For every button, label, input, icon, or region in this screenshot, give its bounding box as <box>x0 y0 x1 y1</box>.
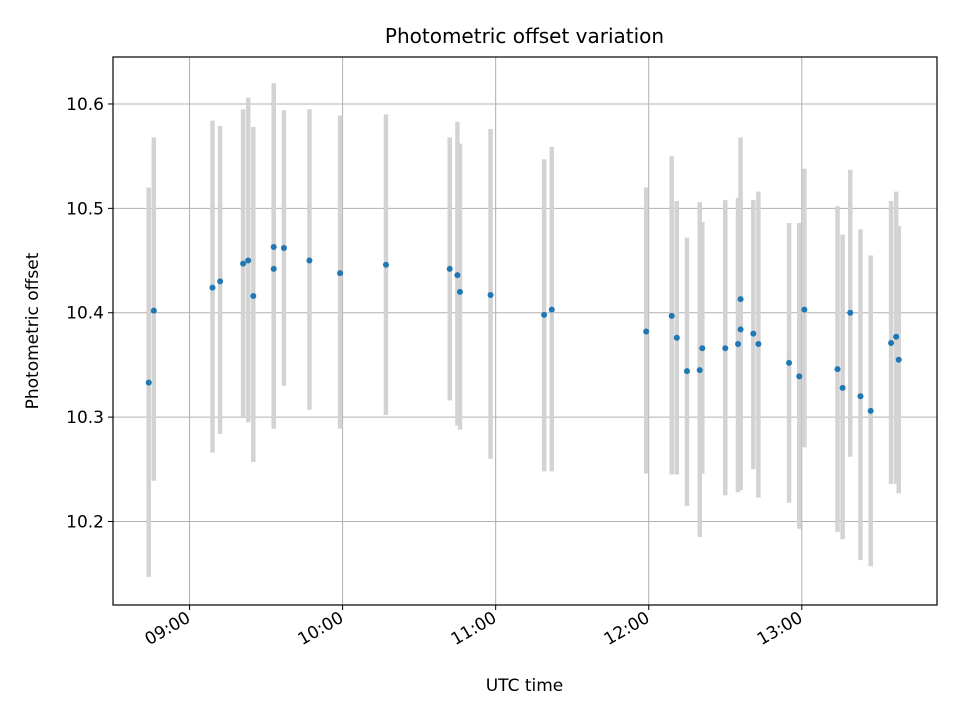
y-tick-label: 10.5 <box>66 199 104 219</box>
y-tick-label: 10.3 <box>66 408 104 428</box>
data-point <box>867 407 874 414</box>
data-point <box>209 284 216 291</box>
data-point <box>735 341 742 348</box>
plot-area-frame <box>112 56 938 606</box>
data-point <box>382 261 389 268</box>
data-point <box>250 293 257 300</box>
data-point <box>456 288 463 295</box>
data-point <box>668 312 675 319</box>
data-point <box>786 359 793 366</box>
data-point <box>643 328 650 335</box>
data-point <box>150 307 157 314</box>
data-point <box>683 368 690 375</box>
data-point <box>245 257 252 264</box>
data-point <box>722 345 729 352</box>
data-point <box>857 393 864 400</box>
data-point <box>839 384 846 391</box>
data-point <box>270 243 277 250</box>
data-point <box>737 326 744 333</box>
data-point <box>541 311 548 318</box>
data-point <box>699 345 706 352</box>
data-point <box>548 306 555 313</box>
data-point <box>673 334 680 341</box>
data-point <box>750 330 757 337</box>
data-point <box>217 278 224 285</box>
data-point <box>893 333 900 340</box>
y-tick-label: 10.6 <box>66 95 104 115</box>
data-point <box>895 356 902 363</box>
data-point <box>487 291 494 298</box>
y-axis-ticks: 10.2 10.3 10.4 10.5 10.6 <box>66 95 113 532</box>
data-point <box>454 272 461 279</box>
data-point <box>696 367 703 374</box>
data-point <box>801 306 808 313</box>
y-tick-label: 10.4 <box>66 304 104 324</box>
data-point <box>280 245 287 252</box>
data-point <box>446 265 453 272</box>
data-point <box>145 379 152 386</box>
data-point <box>737 296 744 303</box>
data-point <box>888 340 895 347</box>
data-point <box>306 257 313 264</box>
y-axis-title: Photometric offset <box>23 252 43 409</box>
data-point <box>796 373 803 380</box>
data-point <box>755 341 762 348</box>
data-point <box>337 270 344 277</box>
chart-title: Photometric offset variation <box>385 24 664 48</box>
data-point <box>834 366 841 373</box>
x-axis-title: UTC time <box>486 676 564 696</box>
data-points <box>145 243 902 414</box>
data-point <box>270 265 277 272</box>
data-point <box>847 309 854 316</box>
y-tick-label: 10.2 <box>66 512 104 532</box>
data-point <box>240 260 247 267</box>
